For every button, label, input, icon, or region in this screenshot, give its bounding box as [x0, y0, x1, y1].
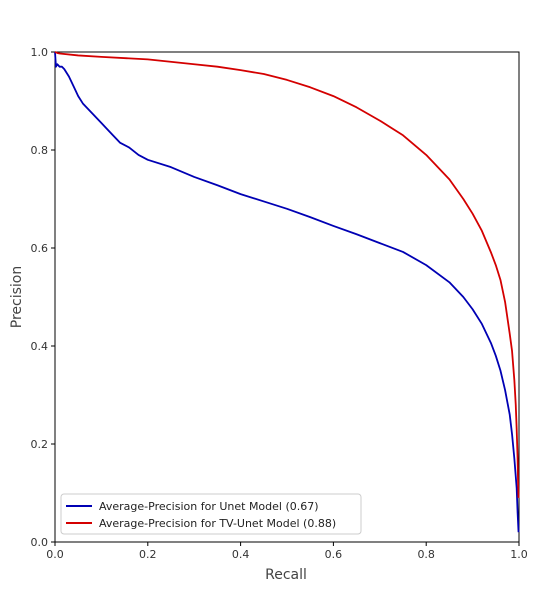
x-axis-label: Recall: [265, 567, 307, 583]
x-tick-label: 0.6: [325, 548, 343, 561]
y-tick-label: 0.8: [31, 144, 49, 157]
x-tick-label: 0.0: [46, 548, 64, 561]
series-line-tv-unet: [54, 51, 520, 498]
legend-box: [60, 493, 362, 535]
y-axis-ticks: 0.0 0.2 0.4 0.6 0.8 1.0: [31, 46, 55, 549]
legend-label-tv-unet: Average-Precision for TV-Unet Model (0.8…: [99, 517, 336, 530]
x-axis-ticks: 0.0 0.2 0.4 0.6 0.8 1.0: [46, 542, 528, 561]
series-lines: [54, 51, 520, 533]
x-tick-label: 0.2: [139, 548, 157, 561]
y-axis-label: Precision: [9, 266, 25, 328]
y-tick-label: 1.0: [31, 46, 49, 59]
x-tick-label: 0.8: [417, 548, 435, 561]
y-tick-label: 0.6: [31, 242, 49, 255]
x-tick-label: 0.4: [232, 548, 250, 561]
y-tick-label: 0.2: [31, 438, 49, 451]
legend: Average-Precision for Unet Model (0.67) …: [60, 493, 362, 535]
x-tick-label: 1.0: [510, 548, 528, 561]
y-tick-label: 0.4: [31, 340, 49, 353]
plot-area: [54, 51, 520, 543]
legend-label-unet: Average-Precision for Unet Model (0.67): [99, 500, 319, 513]
y-tick-label: 0.0: [31, 536, 49, 549]
series-line-unet: [54, 51, 520, 533]
